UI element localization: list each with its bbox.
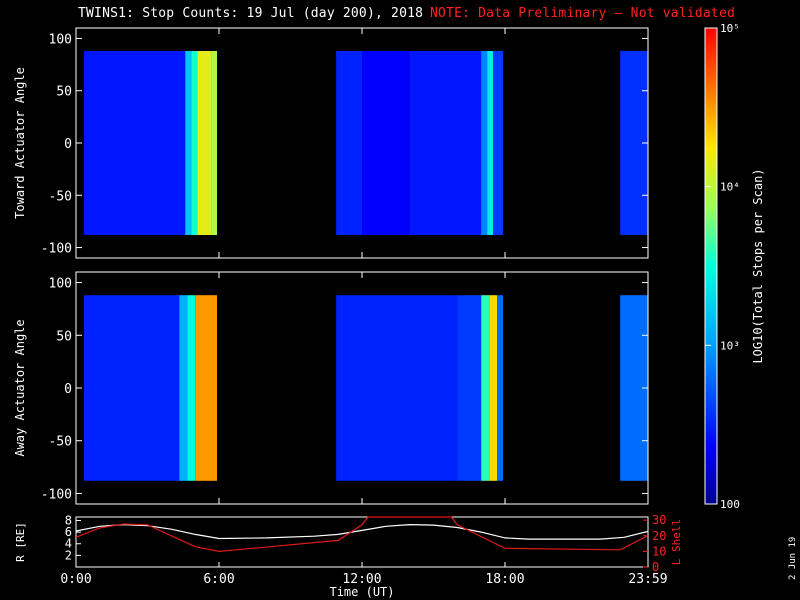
- away-y-ticks: -100 -50 0 50 100: [41, 272, 649, 504]
- heatmap-cell: [497, 295, 504, 481]
- l-shell-tick-label: 0: [652, 560, 659, 574]
- y-tick-label: -100: [41, 487, 72, 502]
- y-tick-label: 50: [56, 85, 72, 100]
- heatmap-cell: [83, 51, 186, 235]
- colorbar-tick-label: 10³: [720, 339, 740, 352]
- l-shell-axis-label: L Shell: [670, 519, 683, 565]
- time-tick-label: 23:59: [628, 572, 667, 587]
- r-tick-label: 8: [65, 513, 72, 527]
- toward-y-ticks: -100 -50 0 50 100: [41, 28, 649, 258]
- r-tick-label: 4: [65, 537, 72, 551]
- l-shell-tick-label: 30: [652, 513, 666, 527]
- time-tick-label: 12:00: [342, 572, 381, 587]
- heatmap-cell: [409, 51, 482, 235]
- heatmap-cell: [195, 295, 218, 481]
- r-axis-label: R [RE]: [14, 522, 27, 562]
- toward-heatmap-cells: [83, 51, 648, 235]
- heatmap-cell: [481, 51, 488, 235]
- away-heatmap-panel: -100 -50 0 50 100 Away Actuator Angle: [13, 271, 649, 505]
- heatmap-cell: [179, 295, 188, 481]
- colorbar-label: LOG10(Total Stops per Scan): [751, 168, 765, 363]
- colorbar-tick-label: 100: [720, 498, 740, 511]
- heatmap-cell: [191, 51, 198, 235]
- heatmap-cell: [197, 51, 212, 235]
- away-heatmap-cells: [83, 295, 648, 481]
- colorbar-gradient: [705, 28, 717, 504]
- heatmap-cell: [493, 51, 504, 235]
- l-shell-series-line: [75, 516, 648, 553]
- y-tick-label: -50: [49, 435, 72, 450]
- heatmap-cell: [336, 51, 362, 235]
- toward-heatmap-panel: -100 -50 0 50 100 Toward Actuator Angle: [13, 27, 649, 259]
- heatmap-cell: [481, 295, 490, 481]
- away-y-axis-label: Away Actuator Angle: [13, 319, 27, 456]
- heatmap-cell: [362, 51, 410, 235]
- heatmap-cell: [185, 51, 192, 235]
- y-tick-label: -50: [49, 189, 72, 204]
- x-axis-label: Time (UT): [329, 585, 394, 599]
- colorbar: 100 10³ 10⁴ 10⁵ LOG10(Total Stops per Scan): [704, 22, 765, 511]
- r-tick-label: 2: [65, 548, 72, 562]
- y-tick-label: -100: [41, 242, 72, 257]
- y-tick-label: 100: [49, 32, 72, 47]
- colorbar-ticks: 100 10³ 10⁴ 10⁵: [705, 22, 740, 511]
- heatmap-cell: [457, 295, 482, 481]
- preliminary-note: NOTE: Data Preliminary — Not validated: [430, 6, 736, 21]
- heatmap-cell: [489, 295, 498, 481]
- figure-title: TWINS1: Stop Counts: 19 Jul (day 200), 2…: [78, 6, 424, 21]
- heatmap-cell: [487, 51, 494, 235]
- y-tick-label: 0: [64, 382, 72, 397]
- time-tick-label: 6:00: [203, 572, 234, 587]
- y-tick-label: 50: [56, 329, 72, 344]
- r-tick-label: 6: [65, 525, 72, 539]
- y-tick-label: 0: [64, 137, 72, 152]
- generation-date: 2 Jun 19: [788, 536, 798, 580]
- heatmap-cell: [336, 295, 458, 481]
- colorbar-tick-label: 10⁵: [720, 22, 740, 35]
- heatmap-cell: [211, 51, 218, 235]
- orbit-series-lines: [75, 516, 648, 553]
- r-series-line: [75, 523, 648, 540]
- heatmap-cell: [83, 295, 180, 481]
- time-tick-label: 18:00: [485, 572, 524, 587]
- heatmap-cell: [187, 295, 196, 481]
- l-shell-tick-label: 20: [652, 529, 666, 543]
- toward-y-axis-label: Toward Actuator Angle: [13, 67, 27, 219]
- time-tick-label: 0:00: [60, 572, 91, 587]
- l-shell-tick-label: 10: [652, 544, 666, 558]
- colorbar-tick-label: 10⁴: [720, 181, 740, 194]
- y-tick-label: 100: [49, 277, 72, 292]
